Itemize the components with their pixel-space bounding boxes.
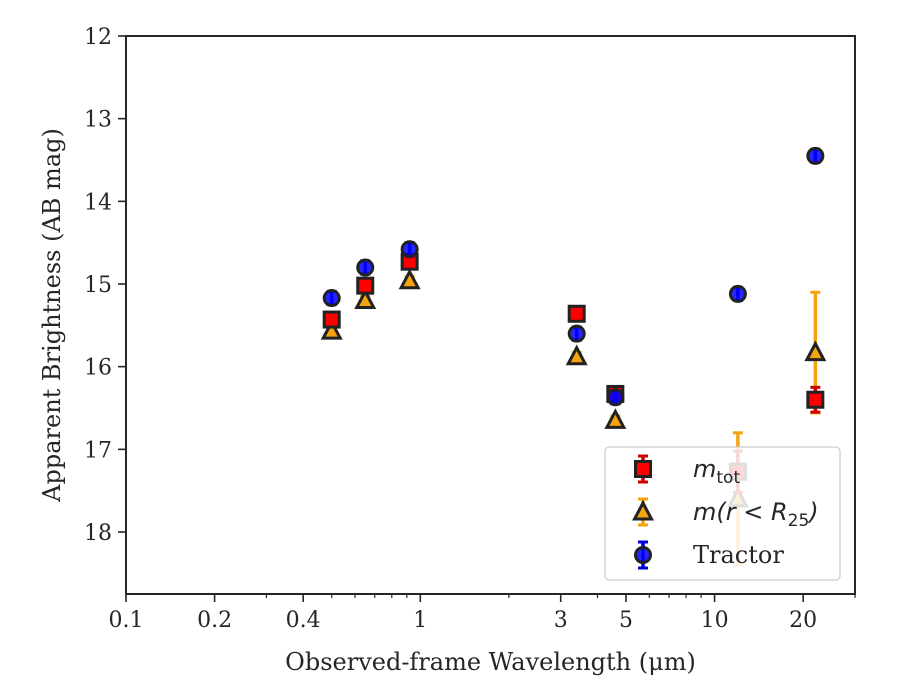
plot-frame [125, 35, 856, 595]
legend: mtot m(r < R25) Tractor [604, 446, 841, 581]
data-point-triangle [398, 268, 421, 290]
data-point-circle [806, 146, 825, 165]
legend-label: mtot [693, 455, 740, 488]
y-tick-label: 12 [84, 25, 112, 50]
legend-label-rest: ) [807, 498, 818, 526]
legend-marker-circle [634, 546, 652, 564]
legend-marker-triangle [632, 499, 654, 521]
y-tick-label: 15 [84, 273, 112, 298]
series-circle [322, 146, 825, 407]
data-point-circle [728, 284, 747, 303]
data-point-triangle [804, 340, 827, 362]
data-point-square [322, 310, 341, 329]
legend-label-base: m [693, 455, 716, 483]
x-tick-label: 1 [413, 608, 427, 633]
x-tick-label: 5 [619, 608, 633, 633]
x-tick-label: 3 [554, 608, 568, 633]
data-point-circle [356, 258, 375, 277]
x-tick-label: 20 [789, 608, 817, 633]
y-axis-ticks: 12 13 14 15 16 17 18 [84, 25, 126, 546]
data-point-triangle [354, 288, 377, 310]
data-point-triangle [320, 318, 343, 340]
legend-marker-square [634, 460, 652, 478]
legend-label-subscript: tot [716, 468, 740, 488]
y-axis-label: Apparent Brightness (AB mag) [38, 128, 66, 503]
x-tick-label: 0.4 [286, 608, 321, 633]
data-point-square [567, 304, 586, 323]
legend-label: m(r < R25) [693, 498, 819, 531]
legend-label-base: Tractor [693, 541, 784, 569]
data-point-square [356, 276, 375, 295]
y-tick-label: 16 [84, 356, 112, 381]
data-point-square [806, 390, 825, 409]
data-point-triangle [565, 344, 588, 366]
y-tick-label: 18 [84, 521, 112, 546]
legend-label-base: m(r < R [693, 498, 788, 526]
y-tick-label: 13 [84, 108, 112, 133]
x-tick-label: 10 [701, 608, 729, 633]
data-point-circle [322, 289, 341, 308]
y-tick-label: 14 [84, 190, 112, 215]
data-point-triangle [604, 408, 627, 429]
legend-label-subscript: 25 [788, 511, 810, 531]
data-point-circle [606, 388, 625, 407]
data-point-circle [567, 324, 586, 343]
x-tick-label: 0.2 [197, 608, 232, 633]
legend-box [604, 446, 841, 581]
x-axis-ticks: 0.1 0.2 0.4 1 3 5 10 20 [109, 594, 817, 633]
data-point-circle [400, 240, 419, 259]
y-tick-label: 17 [84, 438, 112, 463]
x-axis-label: Observed-frame Wavelength (μm) [285, 648, 696, 676]
legend-label: Tractor [693, 541, 784, 569]
x-tick-label: 0.1 [109, 608, 144, 633]
